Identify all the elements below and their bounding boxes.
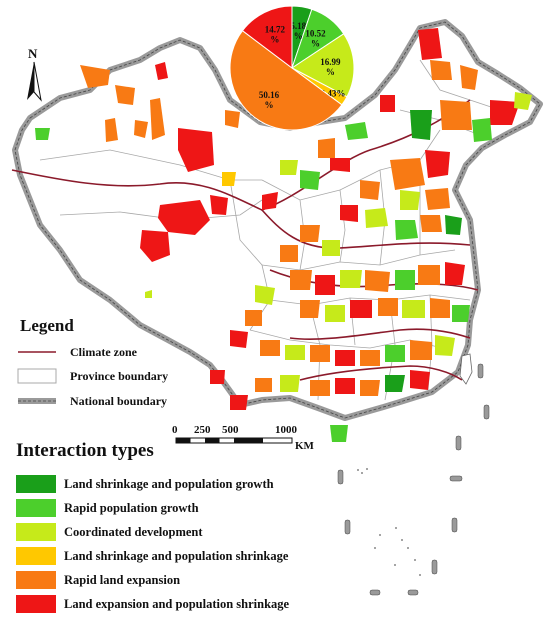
scale-tick-1000: 1000: [275, 424, 297, 436]
north-label: N: [28, 46, 38, 61]
legend-title: Legend: [20, 316, 74, 335]
south-china-sea-boundary: [337, 363, 490, 596]
pie-slice-label: 10.52%: [305, 29, 326, 49]
taiwan: [459, 353, 473, 385]
swatch-color: [16, 595, 56, 613]
pie-slice-label: 16.99%: [320, 57, 341, 77]
north-arrow: N: [27, 46, 42, 102]
scale-tick-500: 500: [222, 424, 239, 436]
type-land-expansion-population-shrinkage: Land expansion and population shrinkage: [16, 594, 289, 614]
swatch-color: [16, 499, 56, 517]
type-rapid-land-expansion: Rapid land expansion: [16, 570, 180, 590]
region-patches: [35, 28, 532, 442]
legend-item-province-boundary: Province boundary: [70, 368, 169, 383]
swatch-color: [16, 523, 56, 541]
interaction-types-title: Interaction types: [16, 440, 154, 461]
type-land-shrinkage-population-growth: Land shrinkage and population growth: [16, 474, 274, 494]
pie-slice-label: 14.72%: [265, 25, 286, 45]
swatch-color: [16, 475, 56, 493]
legend-item-national-boundary: National boundary: [70, 393, 168, 408]
south-sea-islands: [357, 468, 421, 576]
scale-unit: KM: [295, 440, 314, 452]
pie-slice-label: 5.18%: [290, 21, 306, 41]
legend-item-climate-zone: Climate zone: [70, 344, 137, 359]
type-land-shrinkage-population-shrinkage: Land shrinkage and population shrinkage: [16, 546, 288, 566]
pie-slice-label: 2.43%: [321, 89, 346, 99]
pie-chart: 5.18% 10.52 % 16.99 % 2.43% 50.16 % 14.72%: [229, 5, 355, 131]
type-coordinated-development: Coordinated development: [16, 522, 203, 542]
type-rapid-population-growth: Rapid population growth: [16, 498, 199, 518]
national-boundary: [12, 19, 543, 421]
province-boundary-symbol: [17, 368, 57, 384]
swatch-color: [16, 547, 56, 565]
swatch-color: [16, 571, 56, 589]
legend-symbols: [17, 351, 57, 404]
pie-slice-label: 50.16%: [259, 90, 280, 110]
scale-bar: [175, 437, 293, 444]
pie-slice: [291, 33, 355, 98]
pie-slice: [241, 5, 293, 70]
scale-tick-0: 0: [172, 424, 178, 436]
scale-tick-250: 250: [194, 424, 211, 436]
pie-slice: [229, 29, 343, 131]
